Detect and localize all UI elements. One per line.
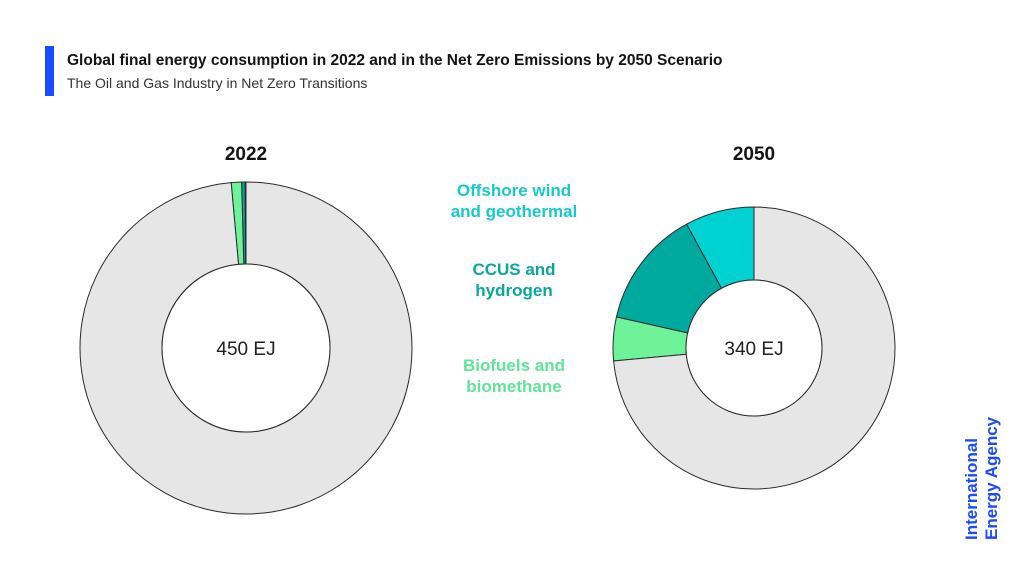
title-accent-bar	[45, 46, 54, 96]
donut-center-label-2050: 340 EJ	[724, 339, 783, 360]
donut-title-2050: 2050	[733, 144, 775, 165]
chart-title: Global final energy consumption in 2022 …	[67, 52, 723, 69]
donut-center-label-2022: 450 EJ	[216, 339, 275, 360]
logo-line-1: International	[962, 437, 981, 540]
legend-label-offshore-wind: Offshore wind and geothermal	[414, 180, 614, 222]
donut-2050-hole	[685, 279, 823, 417]
legend-label-line: biomethane	[466, 377, 562, 396]
chart-subtitle: The Oil and Gas Industry in Net Zero Tra…	[67, 75, 368, 91]
donut-title-2022: 2022	[225, 144, 267, 165]
legend-label-line: Offshore wind	[456, 181, 572, 200]
legend-label-line: and geothermal	[450, 202, 578, 221]
iea-logo: International Energy Agency	[962, 417, 1002, 540]
logo-line-2: Energy Agency	[982, 416, 1001, 540]
donut-2022-hole	[161, 263, 331, 433]
legend-label-line: CCUS and	[472, 260, 556, 279]
legend-label-line: hydrogen	[475, 281, 553, 300]
legend-label-biofuels: Biofuels and biomethane	[414, 355, 614, 397]
legend-label-line: Biofuels and	[462, 356, 565, 375]
legend-label-ccus-hydrogen: CCUS and hydrogen	[414, 259, 614, 301]
